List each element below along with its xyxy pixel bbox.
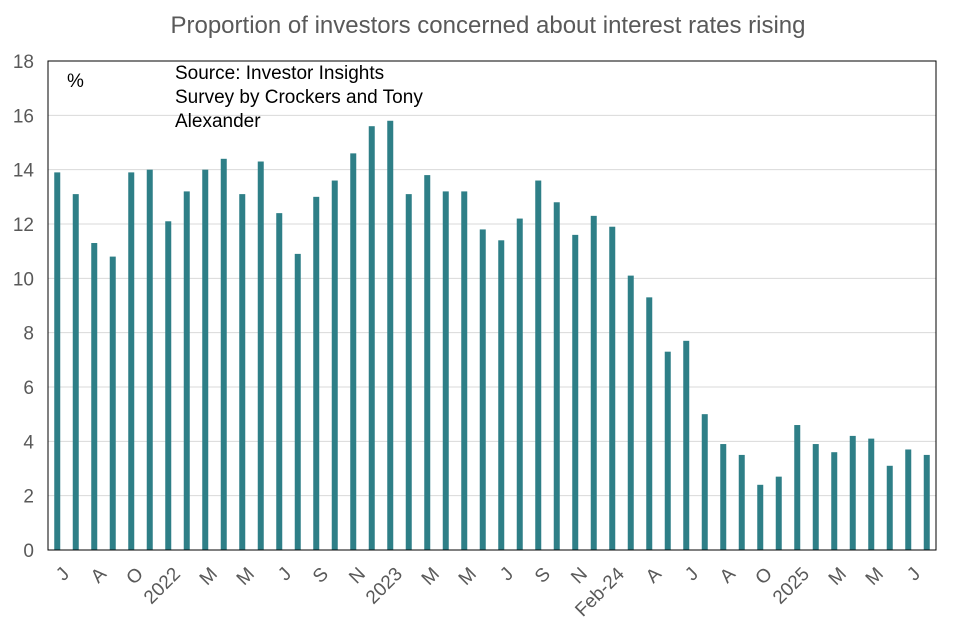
bar [664, 351, 671, 550]
bar [849, 435, 856, 550]
bar [387, 120, 394, 551]
bar [165, 221, 172, 551]
bar [442, 191, 449, 550]
y-tick-label: 8 [23, 324, 34, 345]
y-tick-label: 18 [13, 52, 34, 73]
bar [368, 126, 375, 550]
bar [72, 194, 79, 550]
y-tick-label: 0 [23, 541, 34, 562]
y-tick-label: 2 [23, 487, 34, 508]
bar [202, 169, 209, 550]
x-tick-label: A [87, 564, 111, 588]
bar [535, 180, 542, 551]
bar [54, 172, 61, 550]
source-note-line: Survey by Crockers and Tony [175, 87, 423, 108]
x-tick-label: J [274, 564, 296, 586]
bar [905, 449, 912, 550]
bar [146, 169, 153, 550]
bar [424, 175, 431, 550]
x-tick-label: M [418, 564, 444, 590]
x-tick-label: O [752, 564, 777, 589]
source-note-line: Source: Investor Insights [175, 63, 384, 84]
source-note-line: Alexander [175, 111, 261, 132]
bar [220, 158, 227, 551]
bar [572, 234, 579, 550]
bar [868, 438, 875, 550]
source-note: Source: Investor Insights Survey by Croc… [175, 63, 428, 132]
x-tick-label: M [862, 564, 888, 590]
y-axis-unit: % [67, 71, 84, 92]
bars [54, 120, 930, 551]
bar [331, 180, 338, 551]
y-tick-label: 16 [13, 106, 34, 127]
y-tick-label: 4 [23, 432, 34, 453]
x-tick-label: J [52, 564, 74, 586]
bar [91, 243, 98, 550]
grid-lines [48, 114, 936, 497]
bar [683, 340, 690, 550]
bar [775, 476, 782, 550]
bar [794, 425, 801, 550]
bar [276, 213, 283, 550]
x-tick-label: A [642, 564, 666, 588]
y-tick-label: 10 [13, 269, 34, 290]
x-tick-label: J [681, 564, 703, 586]
y-tick-label: 6 [23, 378, 34, 399]
bar [479, 229, 486, 550]
bar [590, 215, 597, 550]
bar [757, 484, 764, 550]
bar [886, 465, 893, 550]
x-tick-label: S [309, 564, 333, 588]
x-tick-label: 2022 [140, 564, 185, 609]
bar [831, 452, 838, 550]
bar [738, 454, 745, 550]
x-tick-label: M [196, 564, 222, 590]
plot-frame [47, 60, 937, 551]
x-tick-label: O [123, 564, 148, 589]
bar [257, 161, 264, 550]
bar [128, 172, 135, 550]
y-axis: 0 2 4 6 8 10 12 14 16 18 [13, 52, 35, 562]
y-tick-label: 12 [13, 215, 34, 236]
bar [498, 240, 505, 551]
bar [109, 256, 116, 550]
chart-title: Proportion of investors concerned about … [170, 12, 805, 39]
x-tick-label: N [345, 564, 370, 589]
bar [239, 194, 246, 550]
bar [294, 253, 301, 550]
bar [553, 202, 560, 550]
bar [313, 196, 320, 551]
x-tick-label: S [531, 564, 555, 588]
bar [350, 153, 357, 550]
x-tick-label: M [455, 564, 481, 590]
x-tick-label: A [716, 564, 740, 588]
x-tick-label: 2023 [362, 564, 407, 609]
x-tick-label: J [496, 564, 518, 586]
x-tick-label: N [567, 564, 592, 589]
bar [646, 297, 653, 550]
y-tick-label: 14 [13, 161, 35, 182]
bar [720, 444, 727, 550]
bar [701, 414, 708, 550]
bar [516, 218, 523, 551]
bar [183, 191, 190, 550]
bar [812, 444, 819, 550]
x-tick-label: M [233, 564, 259, 590]
x-tick-label: M [825, 564, 851, 590]
bar [405, 194, 412, 550]
bar [627, 275, 634, 550]
bar [461, 191, 468, 550]
bar [923, 454, 930, 550]
bar [609, 226, 616, 550]
x-tick-label: J [903, 564, 925, 586]
x-tick-label: 2025 [769, 564, 814, 609]
